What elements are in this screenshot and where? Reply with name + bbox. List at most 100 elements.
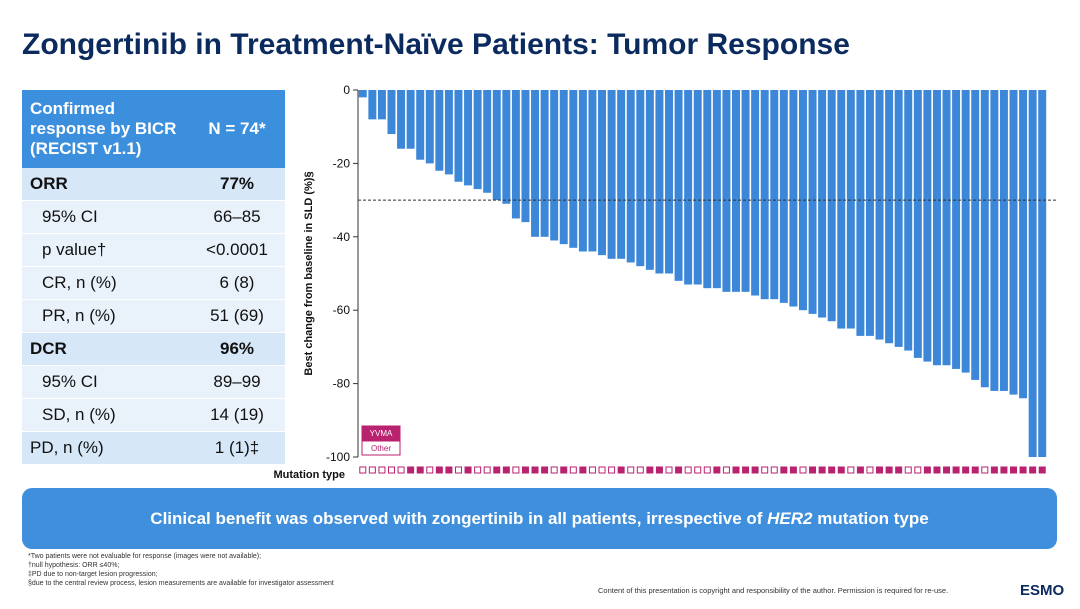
bar (846, 90, 855, 329)
bar (425, 90, 434, 164)
bar (856, 90, 865, 336)
bar (559, 90, 568, 245)
mutation-marker (665, 466, 673, 474)
bar (703, 90, 712, 289)
banner: Clinical benefit was observed with zonge… (22, 488, 1057, 549)
mutation-marker (904, 466, 912, 474)
mutation-marker (684, 466, 692, 474)
bar (875, 90, 884, 340)
bar (607, 90, 616, 259)
bar (779, 90, 788, 303)
mutation-marker (579, 466, 587, 474)
bar (617, 90, 626, 259)
bar (913, 90, 922, 358)
bar (961, 90, 970, 373)
mutation-marker (588, 466, 596, 474)
response-table: Confirmed response by BICR (RECIST v1.1) N … (22, 90, 285, 465)
mutation-marker (856, 466, 864, 474)
bar (923, 90, 932, 362)
mutation-marker (416, 466, 424, 474)
y-tick-label: -60 (333, 303, 351, 317)
bar (588, 90, 597, 252)
mutation-marker (722, 466, 730, 474)
mutation-marker (655, 466, 663, 474)
table-row: PD, n (%) 1 (1)‡ (22, 431, 285, 465)
mutation-marker (1038, 466, 1046, 474)
bar (770, 90, 779, 300)
mutation-marker (885, 466, 893, 474)
bar (741, 90, 750, 292)
value-cell: 14 (19) (189, 398, 285, 432)
bar (435, 90, 444, 171)
mutation-marker (569, 466, 577, 474)
mutation-marker (493, 466, 501, 474)
bar (693, 90, 702, 285)
mutation-marker (598, 466, 606, 474)
mutation-marker (876, 466, 884, 474)
bar (416, 90, 425, 160)
label-cell: PD, n (%) (22, 431, 189, 465)
bar (971, 90, 980, 380)
mutation-marker (981, 466, 989, 474)
mutation-marker (502, 466, 510, 474)
mutation-marker (694, 466, 702, 474)
bar (645, 90, 654, 270)
table-row: DCR 96% (22, 332, 285, 366)
mutation-marker (866, 466, 874, 474)
mutation-marker (617, 466, 625, 474)
mutation-marker (923, 466, 931, 474)
bar (732, 90, 740, 292)
y-axis-title: Best change from baseline in SLD (%)§ (303, 171, 315, 375)
bar (511, 90, 520, 219)
slide-title: Zongertinib in Treatment-Naïve Patients:… (22, 28, 850, 61)
mutation-marker (359, 466, 367, 474)
bar (674, 90, 683, 281)
mutation-marker (990, 466, 998, 474)
table-row: PR, n (%) 51 (69) (22, 299, 285, 333)
mutation-marker (1029, 466, 1037, 474)
mutation-marker (426, 466, 434, 474)
bar (865, 90, 874, 336)
value-cell: 77% (189, 168, 285, 201)
mutation-marker (751, 466, 759, 474)
bar (444, 90, 453, 175)
mutation-marker (837, 466, 845, 474)
value-cell: <0.0001 (189, 233, 285, 267)
bar (473, 90, 482, 190)
bar (818, 90, 827, 318)
logo: ESMO (1020, 582, 1065, 599)
mutation-marker (474, 466, 482, 474)
y-tick-label: -20 (333, 156, 351, 170)
mutation-marker (636, 466, 644, 474)
legend-swatch (361, 440, 401, 456)
mutation-marker (521, 466, 529, 474)
mutation-marker (742, 466, 750, 474)
bar (483, 90, 492, 193)
bar (655, 90, 664, 274)
mutation-marker (799, 466, 807, 474)
table-row: 95% CI 66–85 (22, 200, 285, 234)
bar (502, 90, 511, 204)
mutation-marker (914, 466, 922, 474)
bar (492, 90, 501, 201)
mutation-marker (550, 466, 558, 474)
mutation-marker (483, 466, 491, 474)
n-header: N = 74* (189, 90, 285, 168)
bar (1038, 90, 1047, 457)
bar (827, 90, 836, 322)
y-tick-label: 0 (343, 83, 350, 97)
table-row: 95% CI 89–99 (22, 365, 285, 399)
bar (454, 90, 463, 182)
bar (550, 90, 559, 241)
bar (808, 90, 817, 314)
bar (990, 90, 999, 391)
table-row: SD, n (%) 14 (19) (22, 398, 285, 432)
label-cell: ORR (22, 168, 189, 201)
bar (626, 90, 635, 263)
mutation-marker (828, 466, 836, 474)
y-tick-label: -80 (333, 377, 351, 391)
mutation-marker (761, 466, 769, 474)
mutation-marker (387, 466, 395, 474)
copyright: Content of this presentation is copyrigh… (598, 586, 949, 595)
